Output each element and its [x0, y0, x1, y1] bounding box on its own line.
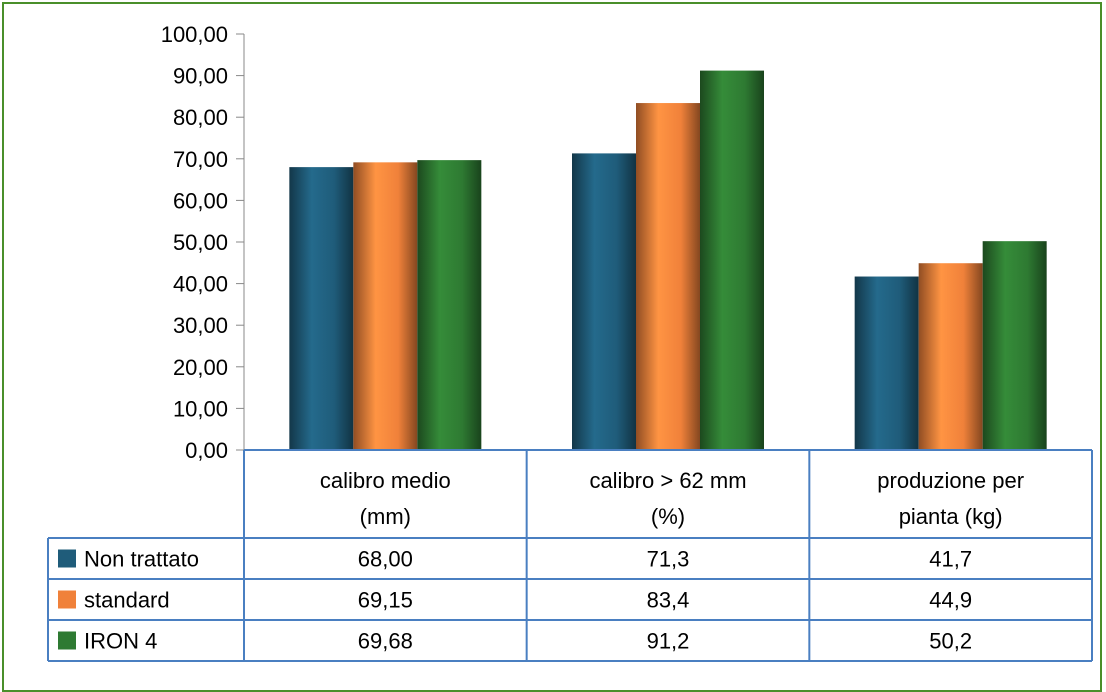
bar-standard [353, 162, 418, 450]
bar-non-trattato [854, 276, 919, 450]
category-label: calibro medio [320, 468, 451, 493]
y-tick-label: 10,00 [173, 396, 228, 421]
legend-label: standard [84, 588, 170, 613]
table-cell: 50,2 [929, 629, 972, 654]
category-label: calibro > 62 mm [589, 468, 746, 493]
category-label: pianta (kg) [899, 504, 1003, 529]
y-tick-label: 50,00 [173, 230, 228, 255]
bars [289, 70, 1047, 450]
y-axis: 0,00 10,00 20,00 30,00 40,00 50,00 60,00 70,00 8… [161, 22, 245, 463]
bar-non-trattato [572, 153, 636, 450]
y-tick-label: 90,00 [173, 64, 228, 89]
table-cell: 71,3 [647, 547, 690, 572]
table-cell: 41,7 [929, 547, 972, 572]
legend-label: IRON 4 [84, 629, 157, 654]
table-cell: 83,4 [647, 588, 690, 613]
legend-label: Non trattato [84, 547, 199, 572]
y-tick-label: 30,00 [173, 313, 228, 338]
y-tick-label: 40,00 [173, 272, 228, 297]
y-tick-label: 0,00 [185, 438, 228, 463]
category-label: produzione per [877, 468, 1024, 493]
bar-iron-4 [700, 70, 764, 450]
legend-key-iron-4 [58, 631, 76, 650]
bar-standard [636, 103, 700, 450]
category-label: (mm) [360, 504, 411, 529]
legend-key-standard [58, 590, 76, 609]
legend-key-non-trattato [58, 549, 76, 568]
y-tick-label: 80,00 [173, 105, 228, 130]
bar-iron-4 [982, 241, 1047, 450]
table-cell: 68,00 [358, 547, 413, 572]
y-tick-label: 100,00 [161, 22, 228, 47]
bar-iron-4 [417, 160, 482, 450]
data-table: calibro medio (mm) calibro > 62 mm (%) produ… [47, 449, 1093, 662]
bar-non-trattato [289, 167, 354, 450]
table-cell: 69,15 [358, 588, 413, 613]
y-tick-label: 20,00 [173, 355, 228, 380]
y-tick-label: 70,00 [173, 147, 228, 172]
table-cell: 91,2 [647, 629, 690, 654]
table-cell: 44,9 [929, 588, 972, 613]
category-label: (%) [651, 504, 685, 529]
y-tick-label: 60,00 [173, 188, 228, 213]
table-cell: 69,68 [358, 629, 413, 654]
bar-standard [918, 263, 983, 450]
